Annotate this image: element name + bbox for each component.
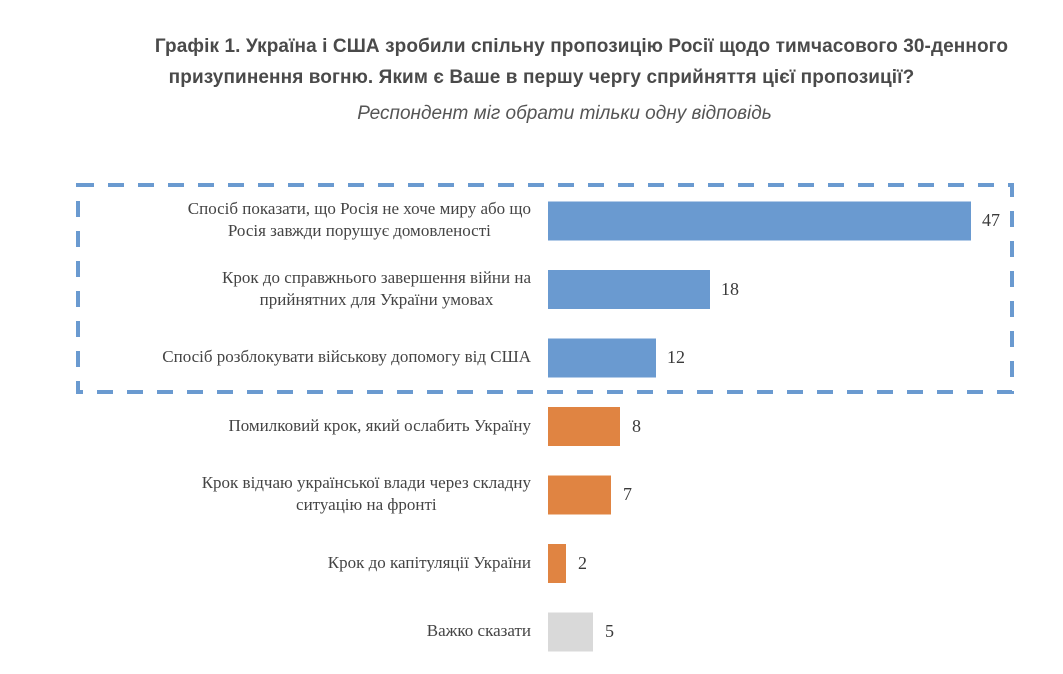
category-label-5: Крок відчаю української влади через скла… [202, 472, 531, 516]
category-label-2: Крок до справжнього завершення війни на п… [222, 267, 531, 311]
bar-5 [548, 475, 611, 515]
category-label-line: Крок до справжнього завершення війни на [222, 267, 531, 287]
value-label-6: 2 [578, 552, 587, 573]
category-label-line: ситуацію на фронті [296, 495, 437, 514]
bar-4 [548, 407, 620, 446]
bar-7 [548, 612, 593, 652]
chart-title-line-1: Графік 1. Україна і США зробили спільну … [154, 36, 1009, 57]
value-label-5: 7 [623, 484, 632, 504]
bar-6 [548, 544, 566, 583]
value-label-4: 8 [632, 415, 641, 436]
category-label-line: Спосіб показати, що Росія не хоче миру а… [187, 199, 531, 218]
chart-subtitle: Респондент міг обрати тільки одну відпов… [357, 103, 772, 124]
category-label-line: Росія завжди порушує домовленості [227, 221, 491, 240]
value-label-2: 18 [721, 278, 739, 299]
category-label-1: Спосіб показати, що Росія не хоче миру а… [188, 198, 531, 242]
bar-3 [548, 338, 656, 378]
value-label-1: 47 [982, 210, 1000, 230]
category-label-4: Помилковий крок, який ослабить Україну [228, 415, 531, 437]
bar-1 [548, 201, 971, 241]
value-label-7: 5 [605, 621, 614, 641]
bar-2 [548, 270, 710, 309]
category-label-line: Спосіб розблокувати військову допомогу в… [162, 347, 531, 366]
category-label-6: Крок до капітуляції України [328, 552, 531, 574]
category-label-line: Помилковий крок, який ослабить Україну [228, 415, 531, 435]
chart-title-line-2: призупинення вогню. Яким є Ваше в першу … [168, 67, 915, 88]
category-label-7: Важко сказати [427, 620, 531, 642]
value-label-3: 12 [667, 347, 685, 367]
category-label-line: Крок до капітуляції України [327, 552, 531, 572]
category-label-3: Спосіб розблокувати військову допомогу в… [162, 346, 531, 368]
category-label-line: Крок відчаю української влади через скла… [201, 473, 531, 492]
category-label-line: Важко сказати [426, 621, 531, 640]
category-label-line: прийнятних для України умовах [259, 289, 494, 309]
